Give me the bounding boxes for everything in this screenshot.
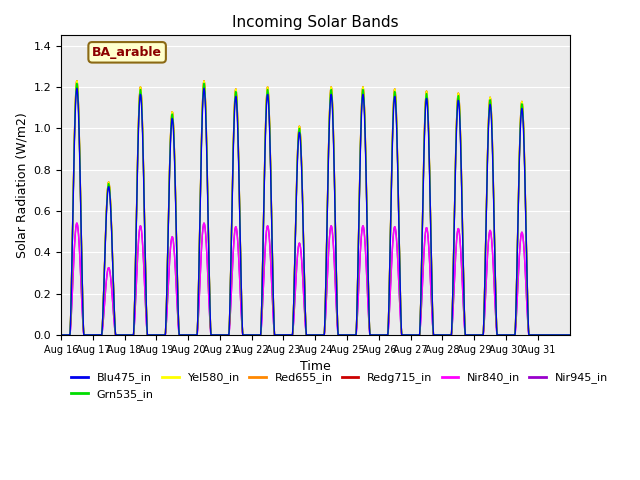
Red655_in <box>75 114 83 120</box>
Redg715_in <box>75 114 83 120</box>
Line: Nir945_in: Nir945_in <box>61 223 570 335</box>
Grn535_in <box>57 332 65 338</box>
Grn535_in <box>296 131 304 136</box>
Blu475_in <box>57 332 65 338</box>
Red655_in <box>296 128 304 134</box>
Line: Redg715_in: Redg715_in <box>61 81 570 335</box>
Nir945_in <box>75 236 83 242</box>
Nir840_in <box>253 332 260 338</box>
Yel580_in <box>566 332 573 338</box>
Grn535_in <box>253 332 260 338</box>
Redg715_in <box>57 332 65 338</box>
Line: Red655_in: Red655_in <box>61 81 570 335</box>
Redg715_in <box>445 332 452 338</box>
Red655_in <box>353 289 361 295</box>
Blu475_in <box>367 332 375 338</box>
Grn535_in <box>73 81 81 86</box>
Yel580_in <box>75 114 83 120</box>
Nir840_in <box>367 332 375 338</box>
Y-axis label: Solar Radiation (W/m2): Solar Radiation (W/m2) <box>15 112 28 258</box>
Nir840_in <box>75 236 83 242</box>
Nir840_in <box>445 332 452 338</box>
Line: Yel580_in: Yel580_in <box>61 81 570 335</box>
Red655_in <box>253 332 260 338</box>
Nir840_in <box>57 332 65 338</box>
Grn535_in <box>566 332 573 338</box>
Nir945_in <box>353 313 361 319</box>
Nir840_in <box>566 332 573 338</box>
Yel580_in <box>73 78 81 84</box>
Nir945_in <box>367 332 375 338</box>
Red655_in <box>445 332 452 338</box>
Title: Incoming Solar Bands: Incoming Solar Bands <box>232 15 399 30</box>
Yel580_in <box>253 332 260 338</box>
Yel580_in <box>367 332 375 338</box>
Yel580_in <box>445 332 452 338</box>
Nir945_in <box>566 332 573 338</box>
Blu475_in <box>296 134 304 140</box>
Nir945_in <box>253 332 260 338</box>
Grn535_in <box>75 116 83 121</box>
Grn535_in <box>353 289 361 295</box>
Nir840_in <box>73 220 81 226</box>
Redg715_in <box>566 332 573 338</box>
Yel580_in <box>353 289 361 295</box>
Blu475_in <box>73 85 81 91</box>
Redg715_in <box>296 128 304 134</box>
Legend: Blu475_in, Grn535_in, Yel580_in, Red655_in, Redg715_in, Nir840_in, Nir945_in: Blu475_in, Grn535_in, Yel580_in, Red655_… <box>67 368 612 404</box>
Red655_in <box>73 78 81 84</box>
Redg715_in <box>253 332 260 338</box>
Line: Grn535_in: Grn535_in <box>61 84 570 335</box>
Grn535_in <box>445 332 452 338</box>
Yel580_in <box>57 332 65 338</box>
Red655_in <box>57 332 65 338</box>
Nir945_in <box>57 332 65 338</box>
Line: Blu475_in: Blu475_in <box>61 88 570 335</box>
Yel580_in <box>296 128 304 134</box>
Blu475_in <box>75 120 83 126</box>
Line: Nir840_in: Nir840_in <box>61 223 570 335</box>
Blu475_in <box>253 332 260 338</box>
Nir840_in <box>353 313 361 319</box>
Redg715_in <box>353 289 361 295</box>
Red655_in <box>367 332 375 338</box>
Nir945_in <box>73 220 81 226</box>
Redg715_in <box>73 78 81 84</box>
Nir945_in <box>445 332 452 338</box>
Blu475_in <box>445 332 452 338</box>
Text: BA_arable: BA_arable <box>92 46 162 59</box>
Nir840_in <box>296 242 304 248</box>
Blu475_in <box>566 332 573 338</box>
X-axis label: Time: Time <box>300 360 331 373</box>
Grn535_in <box>367 332 375 338</box>
Red655_in <box>566 332 573 338</box>
Blu475_in <box>353 290 361 296</box>
Redg715_in <box>367 332 375 338</box>
Nir945_in <box>296 242 304 248</box>
